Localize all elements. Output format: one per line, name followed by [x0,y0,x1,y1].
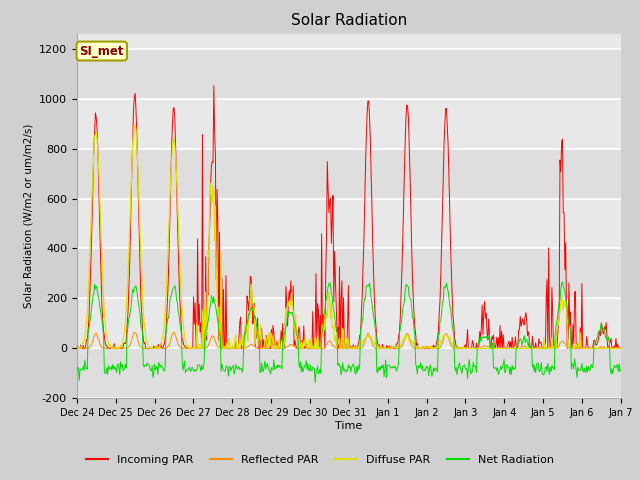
Legend: Incoming PAR, Reflected PAR, Diffuse PAR, Net Radiation: Incoming PAR, Reflected PAR, Diffuse PAR… [81,451,559,469]
Bar [77,299,621,348]
Bar [77,98,621,148]
Bar [77,199,621,249]
Bar [77,348,621,398]
Title: Solar Radiation: Solar Radiation [291,13,407,28]
X-axis label: Time: Time [335,421,362,431]
Bar [77,48,621,98]
Text: SI_met: SI_met [79,45,124,58]
Bar [77,148,621,199]
Y-axis label: Solar Radiation (W/m2 or um/m2/s): Solar Radiation (W/m2 or um/m2/s) [24,124,33,308]
Bar [77,249,621,299]
